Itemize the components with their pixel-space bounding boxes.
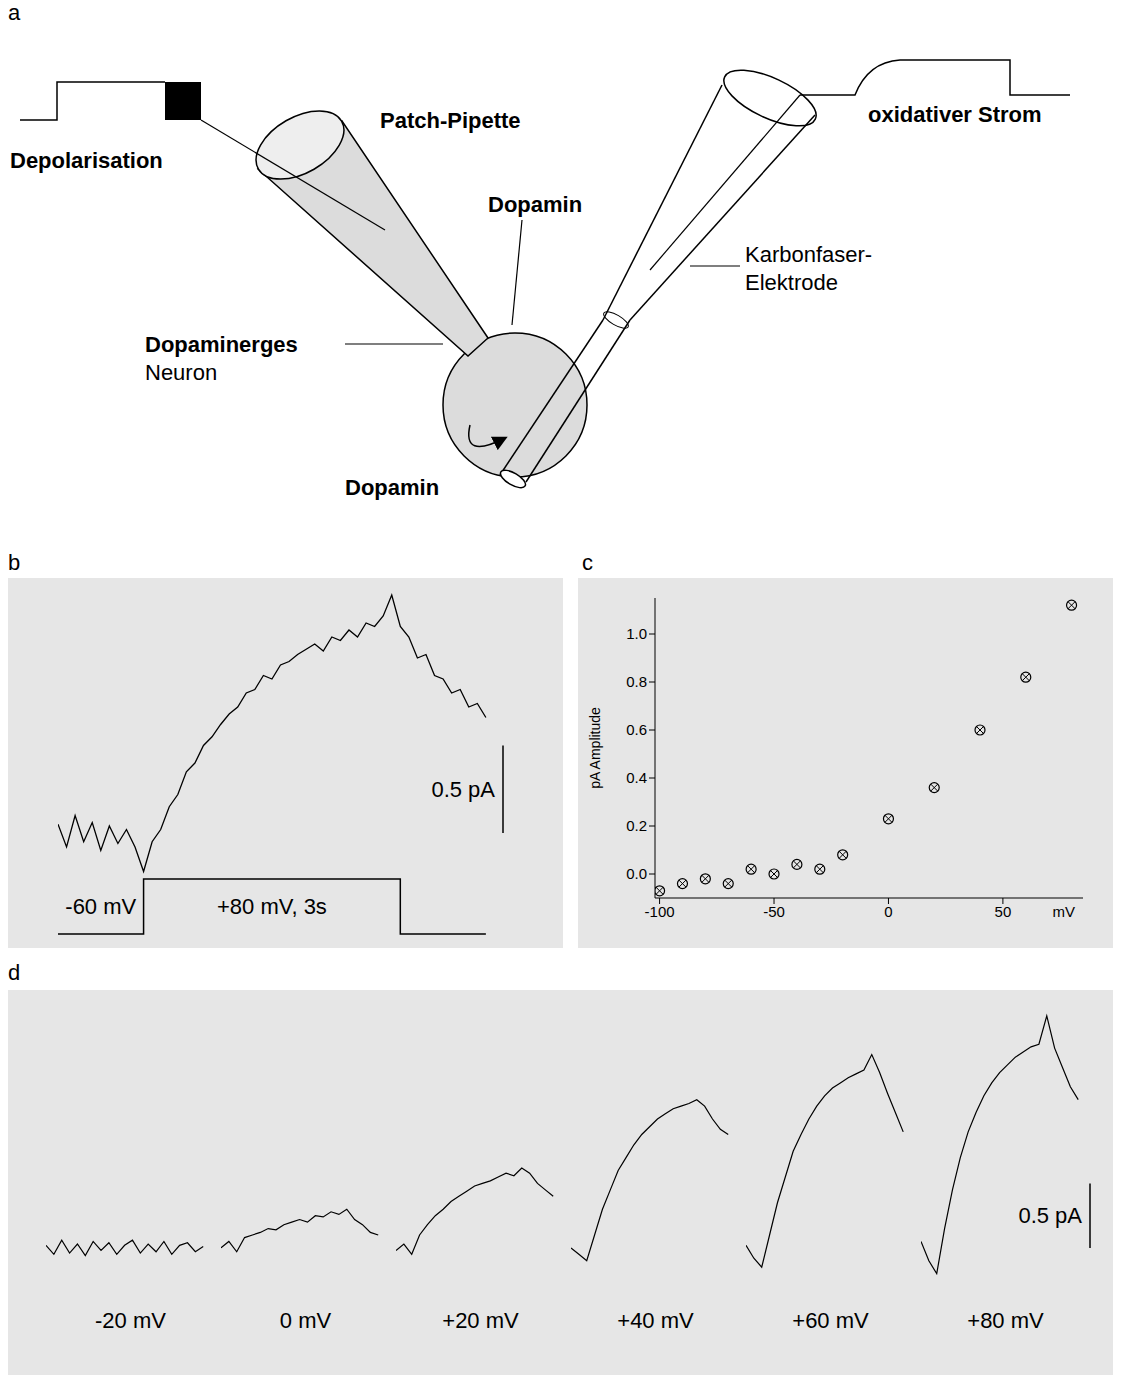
svg-text:-50: -50 [763, 903, 785, 920]
html-text:+80 mV: +80 mV [967, 1308, 1044, 1333]
svg-text:Depolarisation: Depolarisation [10, 148, 163, 173]
svg-text:1.0: 1.0 [626, 625, 647, 642]
svg-text:+80 mV, 3s: +80 mV, 3s [217, 894, 327, 919]
svg-text:0.2: 0.2 [626, 817, 647, 834]
html-text:+40 mV: +40 mV [617, 1308, 694, 1333]
svg-text:Karbonfaser-: Karbonfaser- [745, 242, 872, 267]
svg-text:0.0: 0.0 [626, 865, 647, 882]
svg-text:-60 mV: -60 mV [65, 894, 136, 919]
svg-text:-100: -100 [645, 903, 675, 920]
html-text:-20 mV: -20 mV [95, 1308, 166, 1333]
html-text:+20 mV: +20 mV [442, 1308, 519, 1333]
svg-text:0.5 pA: 0.5 pA [431, 777, 495, 802]
svg-text:Dopamin: Dopamin [345, 475, 439, 500]
html-text:0 mV: 0 mV [279, 1308, 332, 1333]
html-text:a: a [8, 0, 21, 25]
html-text:c: c [582, 550, 593, 575]
html-text:b: b [8, 550, 21, 575]
svg-text:mV: mV [1053, 903, 1076, 920]
svg-text:0.5 pA: 0.5 pA [1018, 1203, 1082, 1228]
html-text:d: d [8, 960, 21, 985]
svg-text:Patch-Pipette: Patch-Pipette [380, 108, 521, 133]
svg-text:oxidativer Strom: oxidativer Strom [868, 102, 1042, 127]
html-text:+60 mV: +60 mV [792, 1308, 869, 1333]
svg-text:0.8: 0.8 [626, 673, 647, 690]
svg-text:0.4: 0.4 [626, 769, 647, 786]
svg-text:pA Amplitude: pA Amplitude [587, 707, 603, 789]
svg-text:0: 0 [884, 903, 892, 920]
svg-text:Dopaminerges: Dopaminerges [145, 332, 298, 357]
svg-text:50: 50 [995, 903, 1012, 920]
svg-text:Neuron: Neuron [145, 360, 217, 385]
svg-text:Dopamin: Dopamin [488, 192, 582, 217]
svg-text:0.6: 0.6 [626, 721, 647, 738]
svg-text:Elektrode: Elektrode [745, 270, 838, 295]
